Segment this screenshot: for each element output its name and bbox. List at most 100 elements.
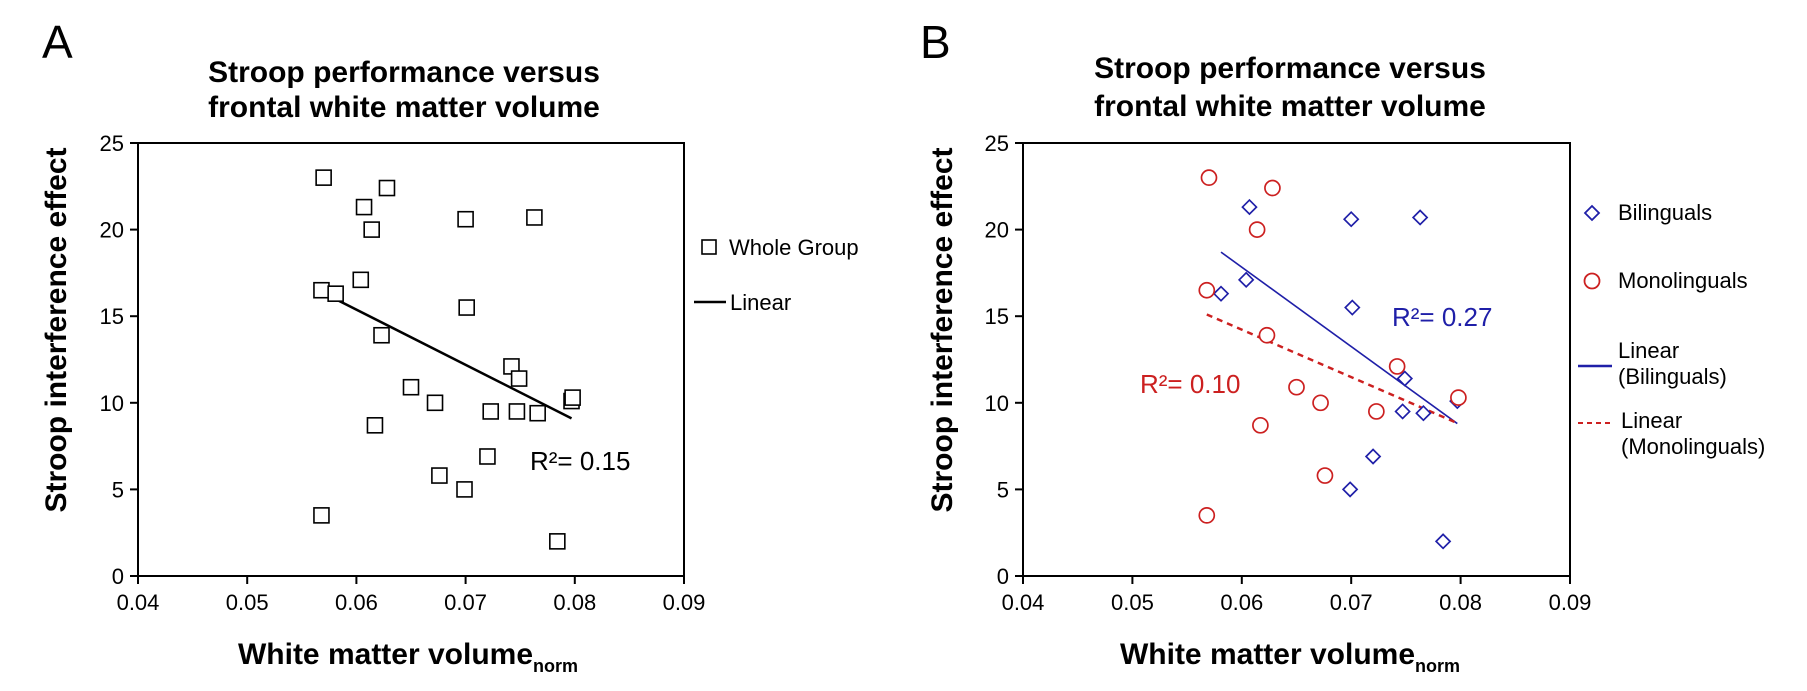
data-point-square xyxy=(508,403,526,420)
legend-diamond-marker xyxy=(1583,204,1601,222)
plot-frame xyxy=(1022,142,1571,577)
y-tick-label: 20 xyxy=(985,218,1009,243)
data-point-square xyxy=(479,448,496,465)
y-tick-label: 25 xyxy=(985,131,1009,156)
x-tick-label: 0.06 xyxy=(1220,590,1263,615)
panel-a: A Stroop performance versus frontal whit… xyxy=(40,16,859,676)
x-tick-label: 0.07 xyxy=(1330,590,1373,615)
data-point-circle xyxy=(1450,389,1467,406)
chart-title-line1: Stroop performance versus xyxy=(1094,52,1486,85)
panel-b: B Stroop performance versus frontal whit… xyxy=(920,16,1765,676)
data-point-circle xyxy=(1388,358,1406,375)
fit-line xyxy=(320,290,573,420)
y-axis-label: Stroop interference effect xyxy=(40,147,73,512)
legend: Bilinguals Monolinguals Linear (Bilingua… xyxy=(1578,200,1765,459)
data-point-circle xyxy=(1200,169,1218,186)
panel-label: A xyxy=(42,16,73,68)
plot-frame xyxy=(137,142,685,577)
data-point-square xyxy=(366,417,384,434)
x-tick-label: 0.04 xyxy=(117,590,160,615)
y-tick-label: 20 xyxy=(100,218,124,243)
data-point-square xyxy=(355,198,373,216)
fit-line xyxy=(1206,313,1459,425)
data-point-square xyxy=(373,326,390,344)
data-point-square xyxy=(426,394,444,412)
y-tick-label: 0 xyxy=(112,564,124,589)
y-axis-label: Stroop interference effect xyxy=(926,147,959,512)
data-point-square xyxy=(456,481,473,498)
y-tick-label: 15 xyxy=(985,304,1009,329)
chart-title-line1: Stroop performance versus xyxy=(208,56,600,89)
r-squared-bilinguals-annotation: R²= 0.27 xyxy=(1392,302,1492,332)
data-point-circle xyxy=(1312,394,1329,412)
x-tick-label: 0.09 xyxy=(663,590,706,615)
legend-label-linear-monolinguals-2: (Monolinguals) xyxy=(1621,434,1765,459)
legend-label-linear-bilinguals-1: Linear xyxy=(1618,338,1679,363)
data-point-circle xyxy=(1264,179,1281,197)
legend-circle-marker xyxy=(1583,272,1601,290)
y-tick-label: 10 xyxy=(985,391,1009,416)
data-point-diamond xyxy=(1241,198,1258,216)
x-tick-label: 0.09 xyxy=(1549,590,1592,615)
chart-title-line2: frontal white matter volume xyxy=(208,91,600,124)
panel-label: B xyxy=(920,16,951,68)
y-tick-label: 5 xyxy=(112,477,124,502)
data-point-square xyxy=(482,403,500,420)
data-point-circle xyxy=(1316,467,1334,484)
data-point-circle xyxy=(1198,507,1216,524)
data-point-square xyxy=(549,533,566,550)
data-point-circle xyxy=(1248,221,1266,238)
x-tick-label: 0.08 xyxy=(553,590,596,615)
x-tick-label: 0.06 xyxy=(335,590,378,615)
x-tick-label: 0.07 xyxy=(444,590,487,615)
y-tick-label: 10 xyxy=(100,391,124,416)
y-tick-label: 25 xyxy=(100,131,124,156)
chart-title-line2: frontal white matter volume xyxy=(1094,90,1486,123)
x-tick-label: 0.04 xyxy=(1002,590,1045,615)
x-axis-label: White matter volumenorm xyxy=(1120,638,1460,676)
legend-square-marker xyxy=(701,239,717,255)
fit-line xyxy=(1220,251,1458,425)
data-point-circle xyxy=(1252,416,1269,434)
data-point-circle xyxy=(1368,403,1385,420)
legend-label-monolinguals: Monolinguals xyxy=(1618,268,1748,293)
data-point-square xyxy=(431,467,448,484)
data-point-diamond xyxy=(1394,403,1411,420)
data-point-square xyxy=(378,179,396,197)
data-point-square xyxy=(352,271,370,289)
x-tick-label: 0.05 xyxy=(226,590,269,615)
legend-label-whole-group: Whole Group xyxy=(729,235,859,260)
data-point-diamond xyxy=(1212,285,1230,302)
x-axis-label-sub: norm xyxy=(1415,656,1460,676)
y-tick-label: 5 xyxy=(997,477,1009,502)
x-tick-label: 0.05 xyxy=(1111,590,1154,615)
legend-label-linear-bilinguals-2: (Bilinguals) xyxy=(1618,364,1727,389)
data-point-square xyxy=(315,169,332,186)
x-tick-label: 0.08 xyxy=(1439,590,1482,615)
data-point-square xyxy=(363,221,380,238)
data-point-square xyxy=(402,378,420,396)
data-point-diamond xyxy=(1237,271,1255,289)
legend: Whole Group Linear xyxy=(694,235,859,315)
data-point-diamond xyxy=(1415,404,1432,422)
data-point-circle xyxy=(1288,378,1305,396)
data-point-square xyxy=(529,404,546,422)
x-axis-label: White matter volumenorm xyxy=(238,638,578,676)
r-squared-monolinguals-annotation: R²= 0.10 xyxy=(1140,369,1240,399)
x-axis-label-main: White matter volume xyxy=(238,638,533,671)
data-point-diamond xyxy=(1411,209,1429,226)
data-point-square xyxy=(458,299,475,316)
r-squared-annotation: R²= 0.15 xyxy=(530,446,630,476)
data-point-diamond xyxy=(1434,533,1452,550)
data-point-diamond xyxy=(1396,370,1414,387)
data-point-square xyxy=(564,389,581,406)
data-point-square xyxy=(457,210,474,228)
y-tick-label: 15 xyxy=(100,304,124,329)
data-point-circle xyxy=(1198,281,1216,299)
data-point-diamond xyxy=(1342,211,1360,228)
data-point-diamond xyxy=(1341,481,1359,498)
data-point-diamond xyxy=(1364,448,1382,465)
legend-label-bilinguals: Bilinguals xyxy=(1618,200,1712,225)
